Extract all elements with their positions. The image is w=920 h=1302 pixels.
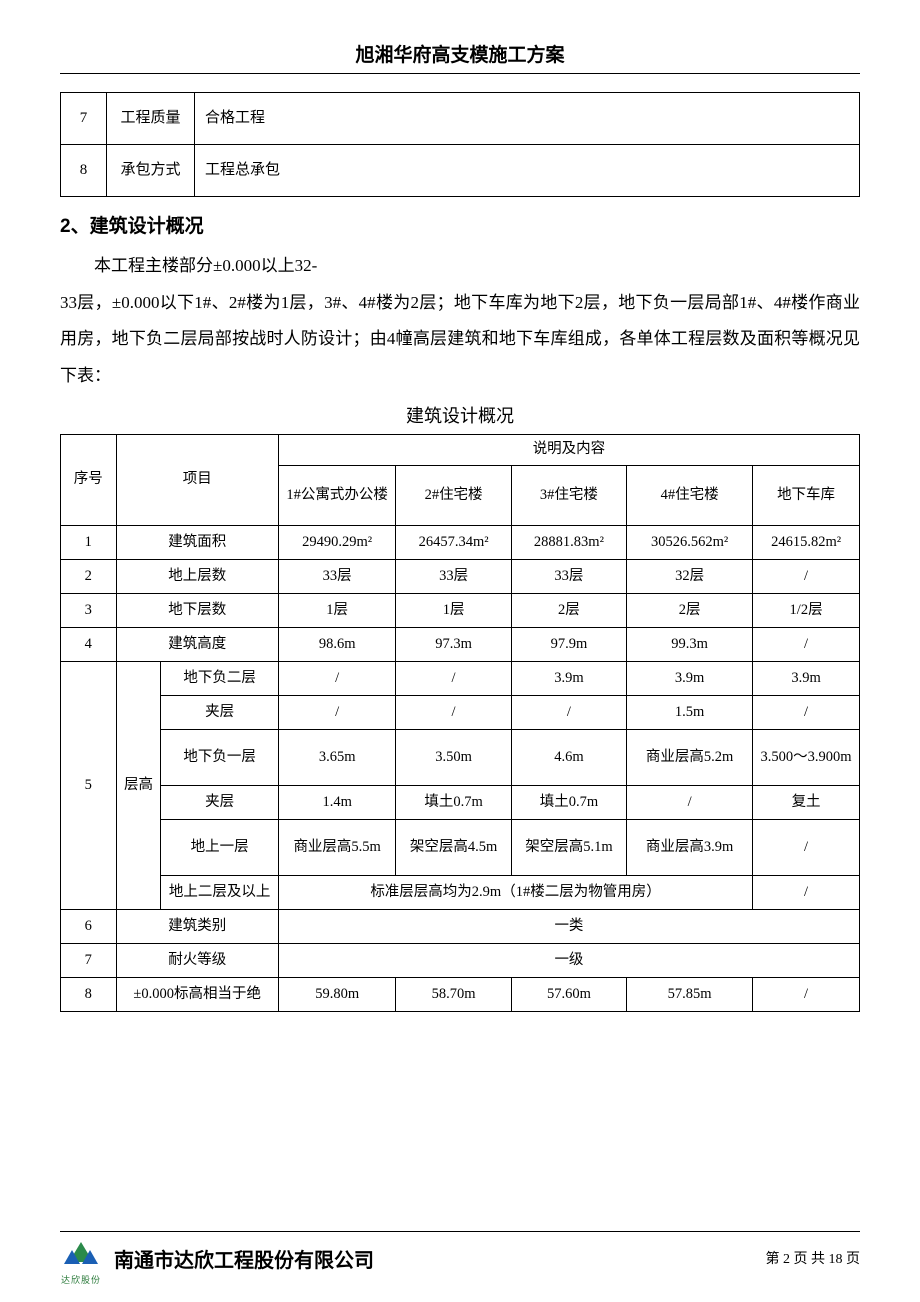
page-number: 第 2 页 共 18 页	[766, 1248, 861, 1268]
body-para-2: 33层，±0.000以下1#、2#楼为1层，3#、4#楼为2层；地下车库为地下2…	[60, 285, 860, 395]
table-row: 2 地上层数 33层 33层 33层 32层 /	[61, 559, 860, 593]
table-row: 6 建筑类别 一类	[61, 909, 860, 943]
cell-label: 工程质量	[107, 93, 195, 145]
table-row: 8 承包方式 工程总承包	[61, 145, 860, 197]
cell-value: 合格工程	[195, 93, 860, 145]
head-col: 地下车库	[753, 465, 860, 525]
cell-num: 8	[61, 145, 107, 197]
head-seq: 序号	[61, 435, 117, 526]
table-row: 8 ±0.000标高相当于绝 59.80m 58.70m 57.60m 57.8…	[61, 977, 860, 1011]
body-para-1: 本工程主楼部分±0.000以上32-	[60, 248, 860, 285]
table-row: 序号 项目 说明及内容	[61, 435, 860, 466]
project-info-table: 7 工程质量 合格工程 8 承包方式 工程总承包	[60, 92, 860, 197]
table-row: 7 耐火等级 一级	[61, 943, 860, 977]
section-2-title: 2、建筑设计概况	[60, 211, 860, 238]
building-design-table: 序号 项目 说明及内容 1#公寓式办公楼 2#住宅楼 3#住宅楼 4#住宅楼 地…	[60, 434, 860, 1012]
footer-rule	[60, 1231, 860, 1232]
table-row: 地上二层及以上 标准层层高均为2.9m（1#楼二层为物管用房） /	[61, 875, 860, 909]
table-row: 7 工程质量 合格工程	[61, 93, 860, 145]
doc-header-title: 旭湘华府高支模施工方案	[60, 40, 860, 67]
head-col: 2#住宅楼	[396, 465, 511, 525]
table-row: 夹层 / / / 1.5m /	[61, 695, 860, 729]
table-row: 4 建筑高度 98.6m 97.3m 97.9m 99.3m /	[61, 627, 860, 661]
head-col: 3#住宅楼	[511, 465, 626, 525]
head-proj: 项目	[116, 435, 278, 526]
page-footer: 达欣股份 南通市达欣工程股份有限公司 第 2 页 共 18 页	[60, 1231, 860, 1276]
head-col: 4#住宅楼	[627, 465, 753, 525]
table2-caption: 建筑设计概况	[60, 402, 860, 428]
cell-value: 工程总承包	[195, 145, 860, 197]
table-row: 地下负一层 3.65m 3.50m 4.6m 商业层高5.2m 3.500～3.…	[61, 729, 860, 785]
table-row: 夹层 1.4m 填土0.7m 填土0.7m / 复土	[61, 785, 860, 819]
table-row: 3 地下层数 1层 1层 2层 2层 1/2层	[61, 593, 860, 627]
company-logo-icon: 达欣股份	[60, 1240, 102, 1276]
table-row: 地上一层 商业层高5.5m 架空层高4.5m 架空层高5.1m 商业层高3.9m…	[61, 819, 860, 875]
head-desc: 说明及内容	[278, 435, 859, 466]
company-name: 南通市达欣工程股份有限公司	[114, 1244, 374, 1273]
head-col: 1#公寓式办公楼	[278, 465, 396, 525]
header-rule	[60, 73, 860, 74]
logo-caption: 达欣股份	[60, 1273, 102, 1286]
table-row: 5 层高 地下负二层 / / 3.9m 3.9m 3.9m	[61, 661, 860, 695]
group-label: 层高	[116, 661, 161, 909]
table-row: 1 建筑面积 29490.29m² 26457.34m² 28881.83m² …	[61, 525, 860, 559]
cell-num: 7	[61, 93, 107, 145]
cell-label: 承包方式	[107, 145, 195, 197]
